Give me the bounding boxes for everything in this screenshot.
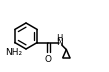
Text: NH₂: NH₂ [5,48,22,57]
Text: N: N [56,38,63,47]
Text: H: H [56,33,62,42]
Text: O: O [45,55,52,64]
